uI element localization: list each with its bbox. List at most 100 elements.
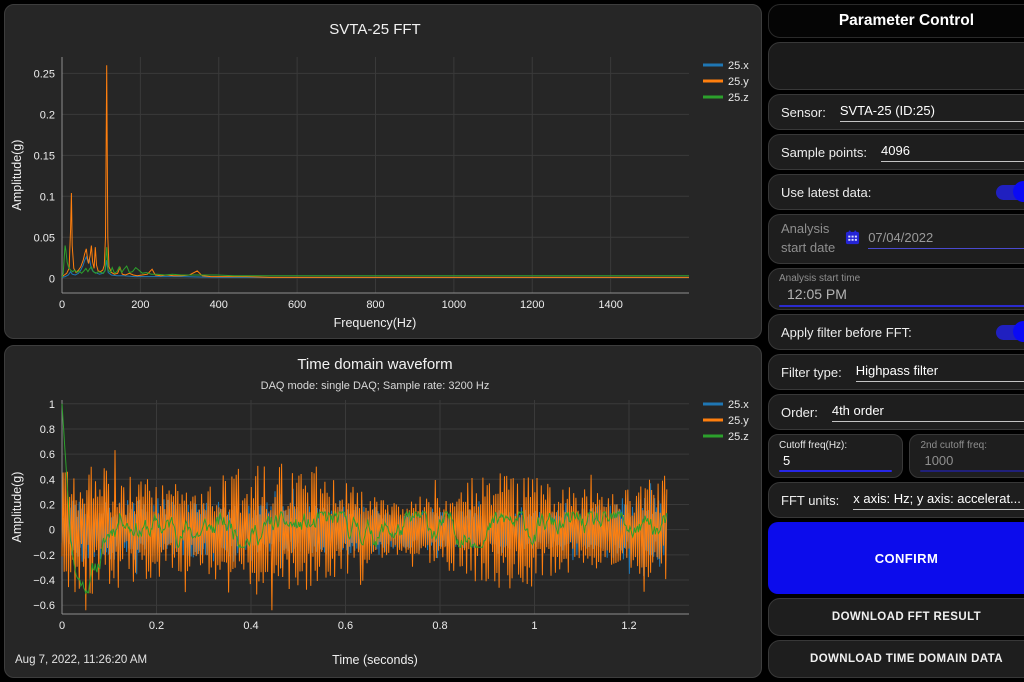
chart-title: Time domain waveform [297,356,452,373]
y-tick-label: −0.6 [33,600,55,612]
y-tick-label: 0.2 [40,109,55,121]
legend-item[interactable]: 25.z [728,92,749,104]
y-tick-label: 0.15 [34,150,55,162]
y-tick-label: 0.2 [40,499,55,511]
cutoff-underline [779,470,892,472]
y-axis-title: Amplitude(g) [10,472,24,543]
fft-chart-panel: 0 200 400 600 800 1000 1200 1400 0 0.05 0.1 0.15 0.2… [4,4,762,339]
y-tick-label: 0.8 [40,424,55,436]
filter-type-select[interactable]: Highpass filter ▾ [856,363,1024,382]
y-tick-label: 0.25 [34,68,55,80]
second-cutoff-label: 2nd cutoff freq: [920,439,1024,453]
x-tick-label: 800 [366,299,384,311]
x-tick-label: 400 [210,299,228,311]
x-axis-title: Frequency(Hz) [334,316,417,330]
toggle-knob [1013,321,1024,342]
order-label: Order: [781,405,818,420]
parameter-control-panel: Parameter Control Sensor: SVTA-25 (ID:25… [768,4,1024,678]
panel-title: Parameter Control [768,4,1024,38]
time-domain-chart[interactable]: 0 0.2 0.4 0.6 0.8 1 1.2 −0.6 −0.4 −0.2 0 0.2 0.4 0.6 0… [5,346,763,679]
y-tick-label: 0 [49,273,55,285]
x-tick-label: 1200 [520,299,544,311]
order-value: 4th order [832,403,884,418]
x-tick-label: 0.2 [149,620,164,632]
analysis-date-row: Analysis start date 07/04/2022 [768,214,1024,264]
y-tick-label: −0.2 [33,550,55,562]
second-cutoff-input: 1000 [920,453,1024,470]
x-tick-label: 1400 [598,299,622,311]
y-axis-title: Amplitude(g) [10,140,24,211]
second-cutoff-underline [920,470,1024,472]
apply-filter-label: Apply filter before FFT: [781,325,912,340]
use-latest-row: Use latest data: [768,174,1024,210]
filter-type-label: Filter type: [781,365,842,380]
fft-units-label: FFT units: [781,493,839,508]
legend-item[interactable]: 25.x [728,399,749,411]
time-domain-chart-panel: 0 0.2 0.4 0.6 0.8 1 1.2 −0.6 −0.4 −0.2 0 0.2 0.4 0.6 0… [4,345,762,678]
confirm-button[interactable]: CONFIRM [768,522,1024,594]
download-time-domain-button[interactable]: DOWNLOAD TIME DOMAIN DATA [768,640,1024,678]
second-cutoff-field: 2nd cutoff freq: 1000 [909,434,1024,478]
x-tick-label: 1000 [442,299,466,311]
sensor-row: Sensor: SVTA-25 (ID:25) ▾ [768,94,1024,130]
analysis-date-select: 07/04/2022 ▾ [868,230,1024,249]
y-tick-label: 0.1 [40,191,55,203]
chart-timestamp: Aug 7, 2022, 11:26:20 AM [15,654,147,666]
y-tick-label: 0.4 [40,474,55,486]
x-tick-label: 0 [59,620,65,632]
app-root: 0 200 400 600 800 1000 1200 1400 0 0.05 0.1 0.15 0.2… [0,0,1024,682]
x-axis-title: Time (seconds) [332,653,418,667]
x-tick-label: 1 [531,620,537,632]
cutoff-freq-input[interactable]: 5 [779,453,892,470]
chart-title: SVTA-25 FFT [329,21,420,38]
x-tick-label: 200 [131,299,149,311]
legend-item[interactable]: 25.z [728,431,749,443]
x-tick-label: 0.6 [338,620,353,632]
charts-column: 0 200 400 600 800 1000 1200 1400 0 0.05 0.1 0.15 0.2… [4,4,762,678]
sample-points-row: Sample points: 4096 ▾ [768,134,1024,170]
analysis-time-label: Analysis start time [779,272,1024,285]
sample-points-select[interactable]: 4096 ▾ [881,143,1024,162]
order-row: Order: 4th order ▾ [768,394,1024,430]
status-box [768,42,1024,90]
sensor-select[interactable]: SVTA-25 (ID:25) ▾ [840,103,1024,122]
use-latest-label: Use latest data: [781,185,871,200]
x-tick-label: 0 [59,299,65,311]
legend-item[interactable]: 25.y [728,415,749,427]
x-tick-label: 1.2 [621,620,636,632]
x-tick-label: 0.4 [243,620,258,632]
calendar-icon [845,230,860,248]
y-tick-label: −0.4 [33,575,55,587]
legend-item[interactable]: 25.x [728,60,749,72]
fft-units-select[interactable]: x axis: Hz; y axis: accelerat... ▾ [853,491,1024,510]
y-tick-label: 1 [49,399,55,411]
download-fft-button[interactable]: DOWNLOAD FFT RESULT [768,598,1024,636]
cutoff-freq-label: Cutoff freq(Hz): [779,439,892,453]
apply-filter-row: Apply filter before FFT: [768,314,1024,350]
sensor-value: SVTA-25 (ID:25) [840,103,935,118]
analysis-time-row: Analysis start time 12:05 PM [768,268,1024,310]
time-input-underline [779,305,1024,307]
analysis-date-value: 07/04/2022 [868,230,933,245]
x-tick-label: 600 [288,299,306,311]
order-select[interactable]: 4th order ▾ [832,403,1024,422]
x-tick-label: 0.8 [432,620,447,632]
toggle-knob [1013,181,1024,202]
filter-type-row: Filter type: Highpass filter ▾ [768,354,1024,390]
chart-subtitle: DAQ mode: single DAQ; Sample rate: 3200 … [261,380,490,392]
analysis-time-value: 12:05 PM [779,285,1024,305]
cutoff-freq-field[interactable]: Cutoff freq(Hz): 5 [768,434,903,478]
cutoff-row: Cutoff freq(Hz): 5 2nd cutoff freq: 1000 [768,434,1024,478]
legend-item[interactable]: 25.y [728,76,749,88]
y-tick-label: 0 [49,525,55,537]
analysis-date-label: Analysis start date [781,220,835,258]
fft-units-value: x axis: Hz; y axis: accelerat... [853,491,1021,506]
use-latest-toggle[interactable] [996,185,1024,200]
fft-units-row: FFT units: x axis: Hz; y axis: accelerat… [768,482,1024,518]
apply-filter-toggle[interactable] [996,325,1024,340]
sample-points-value: 4096 [881,143,910,158]
y-tick-label: 0.05 [34,232,55,244]
sample-points-label: Sample points: [781,145,867,160]
fft-chart[interactable]: 0 200 400 600 800 1000 1200 1400 0 0.05 0.1 0.15 0.2… [5,5,763,340]
y-tick-label: 0.6 [40,449,55,461]
